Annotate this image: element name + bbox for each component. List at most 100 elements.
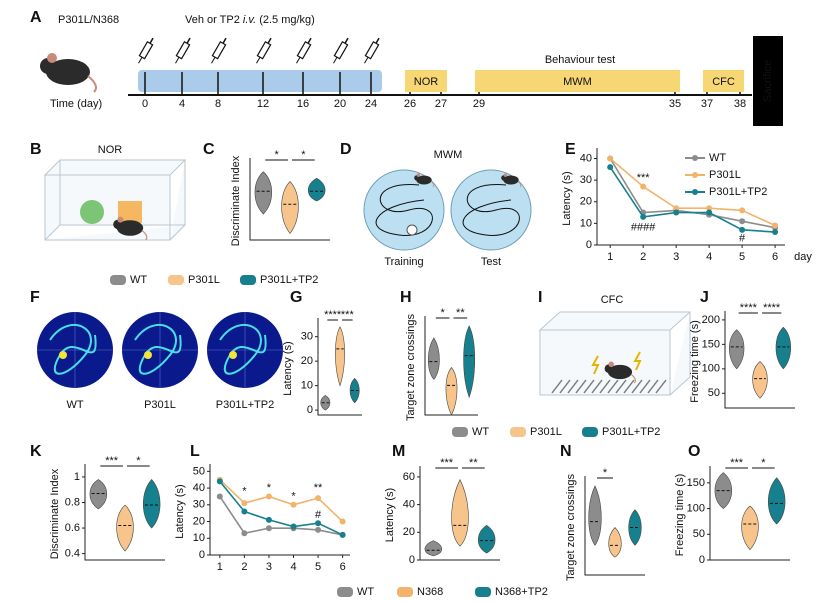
day-label: 12 [257,98,269,110]
significance-label: * [301,149,306,161]
syringe-needle [256,56,261,64]
syringe-needle [138,56,143,64]
heatmap-trace [134,323,182,375]
y-tick-label: 100 [702,363,720,375]
panel-letter: N [560,443,572,460]
significance-label: ** [314,482,323,494]
y-axis-label: Target zone crossings [565,474,577,581]
day-label: 27 [435,98,447,110]
violin [142,479,161,529]
y-tick-label: 20 [580,196,592,208]
syringe-plunger [222,37,227,44]
series-point [706,205,713,212]
day-label: 16 [297,98,309,110]
heatmap-trace [219,323,267,375]
series-line [219,479,344,523]
series-point [241,500,248,507]
y-axis-label: Latency (s) [561,171,573,225]
legend-swatch [475,587,491,597]
legend-swatch [110,275,126,285]
x-tick-label: 4 [706,251,712,263]
y-tick-label: 10 [301,380,313,392]
day-label: 8 [215,98,221,110]
legend-swatch [452,427,468,437]
panel-letter: H [400,289,412,306]
y-tick-label: 40 [580,152,592,164]
series-point [739,207,746,214]
cfc-grid-bar [623,379,635,394]
syringe-icon [211,37,227,64]
syringe-barrel [138,41,154,60]
panel-letter: A [30,9,42,26]
axes [317,318,362,416]
y-tick-label: 0.6 [65,522,80,534]
mouse-icon [501,173,522,188]
cfc-grid-bar [655,379,667,394]
series-point [265,525,272,532]
series-point [241,530,248,537]
violin [254,171,273,215]
heatmap-label: WT [66,399,83,411]
legend-marker [692,189,698,195]
mouse-ear [416,173,421,177]
violin [775,326,791,370]
legend-swatch [510,427,526,437]
series-point [290,523,297,530]
cfc-grid-bar [559,379,571,394]
syringe-needle [211,56,216,64]
significance-label: * [275,149,280,161]
syringe-icon [175,37,191,64]
axes [84,464,165,561]
significance-label: # [739,232,746,244]
series-point [673,205,680,212]
legend-swatch [397,587,413,597]
syringe-plunger [149,37,154,44]
significance-label: * [136,455,141,467]
y-axis-label: Freezing time (s) [689,320,701,403]
violin [335,326,345,387]
y-tick-label: 30 [193,499,205,511]
y-tick-label: 0 [199,549,205,561]
cfc-grid-bar [567,379,579,394]
x-tick-label: 2 [640,251,646,263]
legend-swatch [240,275,256,285]
object-circle [80,200,104,224]
panel-letter: G [290,289,302,306]
significance-label: **** [740,302,758,314]
panel-letter: B [30,141,42,158]
pool [450,169,532,251]
series-point [315,495,322,502]
mouse-ear [608,361,614,368]
y-tick-label: 10 [193,532,205,544]
cfc-grid-bar [607,379,619,394]
legend-label: P301L [530,426,562,438]
legend-marker [692,155,698,161]
series-point [339,518,346,525]
series-point [315,520,322,527]
day-label: 24 [365,98,377,110]
violin [588,485,602,546]
legend-swatch [168,275,184,285]
y-tick-label: 150 [702,338,720,350]
y-axis-label: Latency (s) [384,488,396,542]
day-label: 20 [334,98,346,110]
mouse-icon [414,173,435,188]
syringe-icon [364,37,380,64]
series-point [640,183,647,190]
treatment-label: Veh or TP2 i.v. (2.5 mg/kg) [185,14,315,26]
series-point [290,501,297,508]
day-label: 38 [734,98,746,110]
legend-label: WT [357,586,374,598]
heatmap-label: P301L [144,399,176,411]
panel-letter: M [392,443,405,460]
violin [320,395,331,411]
x-tick-label: 3 [673,251,679,263]
syringe-barrel [296,41,312,60]
syringe-icon [333,37,349,64]
phase-label: Behaviour test [545,54,615,66]
legend-label: P301L [188,274,220,286]
cfc-grid-bar [591,379,603,394]
legend-label: WT [130,274,147,286]
heatmap-label: P301L+TP2 [216,399,274,411]
series-point [772,222,779,229]
